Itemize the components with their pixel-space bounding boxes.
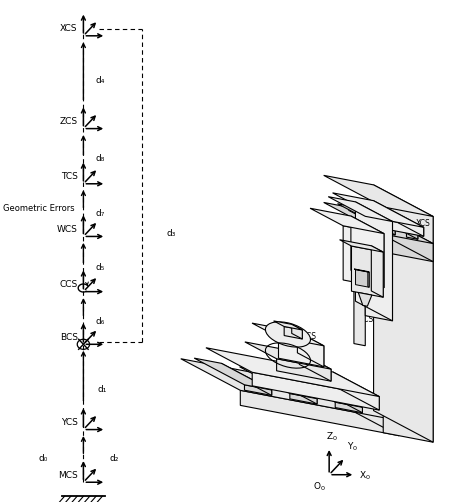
Text: X$_0$: X$_0$: [359, 470, 371, 482]
Polygon shape: [358, 292, 372, 306]
Polygon shape: [292, 324, 302, 339]
Polygon shape: [221, 363, 272, 395]
Polygon shape: [252, 323, 324, 346]
Text: d₈: d₈: [95, 154, 105, 163]
Text: d₄: d₄: [95, 76, 105, 86]
Polygon shape: [374, 212, 433, 262]
Polygon shape: [285, 375, 363, 407]
Polygon shape: [351, 246, 383, 297]
Text: d₇: d₇: [95, 209, 105, 218]
Polygon shape: [312, 381, 363, 413]
Polygon shape: [181, 359, 399, 421]
Polygon shape: [337, 204, 395, 230]
Polygon shape: [372, 210, 418, 239]
Text: WCS: WCS: [57, 225, 78, 234]
Polygon shape: [252, 372, 379, 410]
Text: d₀: d₀: [38, 454, 48, 463]
Text: TCS: TCS: [360, 315, 374, 323]
Polygon shape: [354, 269, 369, 272]
Polygon shape: [383, 207, 433, 442]
Text: XCS: XCS: [416, 219, 430, 227]
Polygon shape: [371, 246, 383, 297]
Text: Geometric Errors: Geometric Errors: [3, 204, 75, 213]
Polygon shape: [240, 390, 399, 436]
Polygon shape: [368, 272, 369, 287]
Text: O$_0$: O$_0$: [312, 481, 325, 493]
Text: ZCS: ZCS: [384, 217, 399, 226]
Text: CCS: CCS: [59, 280, 78, 289]
Polygon shape: [310, 208, 384, 233]
Polygon shape: [297, 332, 324, 367]
Text: d₃: d₃: [166, 229, 175, 238]
Polygon shape: [360, 208, 418, 235]
Text: Y$_0$: Y$_0$: [347, 441, 358, 453]
Polygon shape: [374, 201, 424, 236]
Polygon shape: [383, 219, 424, 236]
Polygon shape: [284, 326, 302, 339]
Polygon shape: [407, 232, 418, 239]
Text: BCS: BCS: [60, 332, 78, 342]
Text: YCS: YCS: [61, 418, 78, 427]
Polygon shape: [339, 389, 399, 436]
Polygon shape: [335, 402, 363, 413]
Polygon shape: [324, 202, 433, 243]
Polygon shape: [351, 216, 384, 288]
Polygon shape: [273, 321, 302, 330]
Polygon shape: [194, 358, 272, 390]
Polygon shape: [324, 176, 433, 216]
Polygon shape: [349, 206, 395, 235]
Text: d₆: d₆: [95, 317, 105, 326]
Polygon shape: [333, 193, 424, 227]
Polygon shape: [245, 342, 331, 369]
Polygon shape: [354, 283, 365, 346]
Text: MCS: MCS: [58, 470, 78, 479]
Text: CCS: CCS: [273, 327, 288, 336]
Polygon shape: [239, 367, 317, 399]
Polygon shape: [299, 352, 331, 381]
Text: d₅: d₅: [95, 263, 105, 272]
Text: ZCS: ZCS: [60, 117, 78, 126]
Polygon shape: [343, 226, 384, 288]
Polygon shape: [356, 202, 392, 321]
Text: XCS: XCS: [60, 24, 78, 33]
Polygon shape: [333, 372, 379, 410]
Polygon shape: [339, 240, 383, 252]
Text: d₁: d₁: [98, 385, 107, 394]
Polygon shape: [290, 393, 317, 404]
Polygon shape: [384, 228, 395, 235]
Ellipse shape: [265, 322, 310, 347]
Polygon shape: [383, 234, 433, 262]
Text: TCS: TCS: [61, 172, 78, 181]
Polygon shape: [245, 385, 272, 395]
Polygon shape: [206, 348, 379, 396]
Polygon shape: [365, 216, 392, 321]
Text: Z$_0$: Z$_0$: [326, 431, 337, 443]
Polygon shape: [267, 372, 317, 404]
Polygon shape: [356, 270, 369, 287]
Polygon shape: [328, 197, 392, 221]
Text: d₂: d₂: [109, 454, 119, 463]
Polygon shape: [279, 337, 324, 367]
Polygon shape: [277, 359, 331, 381]
Polygon shape: [374, 185, 433, 442]
Text: BCS: BCS: [301, 332, 316, 341]
Text: YCS: YCS: [264, 361, 278, 370]
